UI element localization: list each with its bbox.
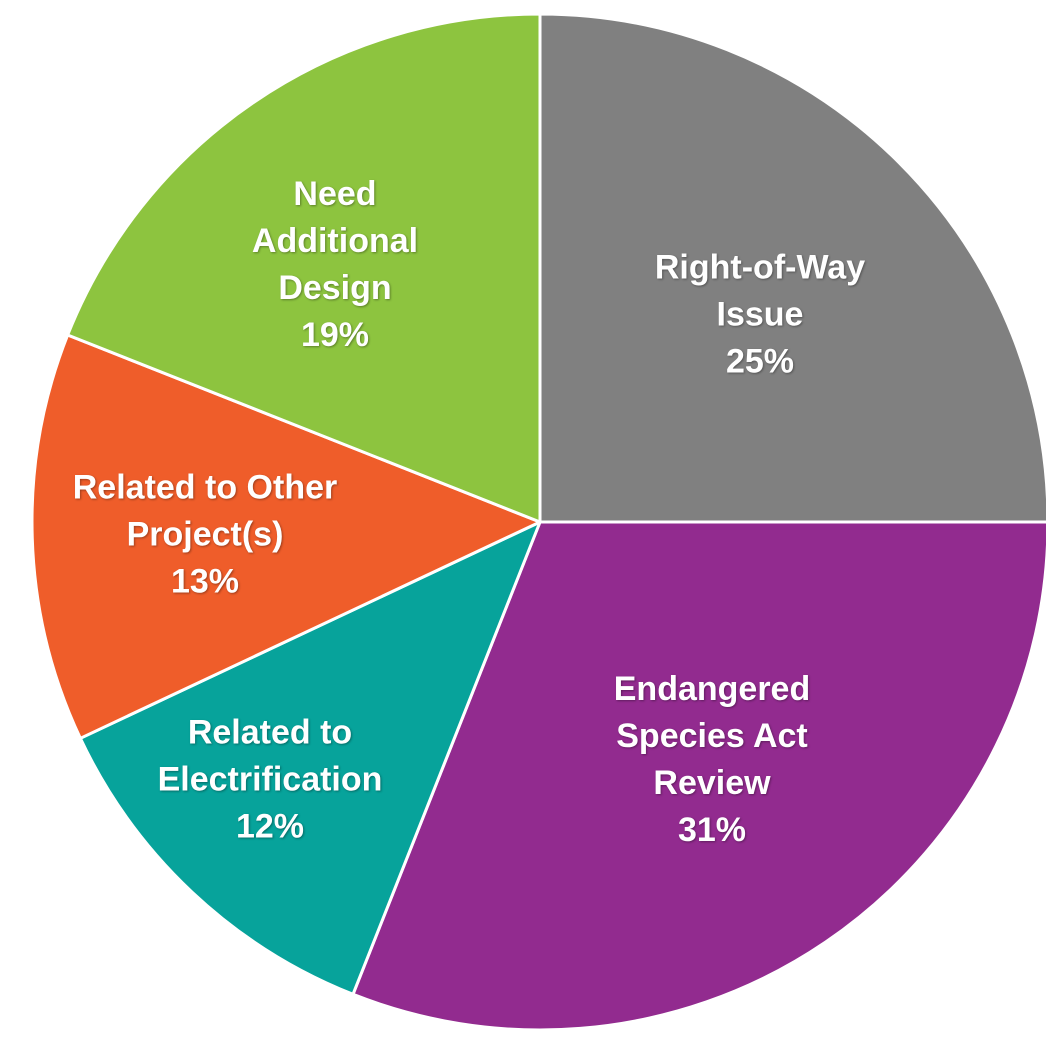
value-label: 25% — [725, 342, 795, 381]
value-label: 13% — [170, 562, 240, 601]
value-label: 19% — [300, 316, 370, 354]
pie-slice — [30, 333, 542, 740]
pie-slice — [78, 520, 542, 996]
value-label: 12% — [235, 807, 305, 846]
pie-slice — [66, 12, 542, 524]
category-label: Right-of-Way Issue — [654, 248, 866, 334]
value-label: 31% — [677, 811, 747, 849]
category-label: Endangered Species Act Review — [613, 670, 811, 802]
slice-label: Right-of-Way Issue 25% — [628, 245, 893, 386]
slice-label: Endangered Species Act Review 31% — [592, 666, 832, 854]
slice-label: Related to Electrification 12% — [125, 710, 415, 851]
slice-label: Need Additional Design 19% — [230, 171, 440, 359]
category-label: Related to Electrification — [157, 713, 383, 799]
slice-label: Related to Other Project(s) 13% — [35, 465, 375, 606]
pie-slice — [351, 520, 1046, 1032]
category-label: Need Additional Design — [251, 175, 419, 307]
category-label: Related to Other Project(s) — [72, 468, 338, 554]
pie-slice — [538, 12, 1046, 524]
